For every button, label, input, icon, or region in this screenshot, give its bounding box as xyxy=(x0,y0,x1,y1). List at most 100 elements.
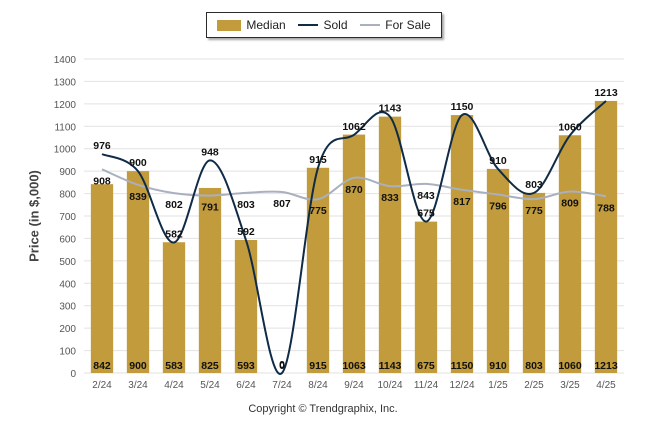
y-axis-ticks: 0 100 200 300 400 500 600 700 800 900 1000 1100 1200… xyxy=(54,55,77,380)
sold-data-label: 592 xyxy=(237,226,255,238)
copyright: Copyright © Trendgraphix, Inc. xyxy=(248,403,398,415)
y-tick-label: 300 xyxy=(59,302,76,313)
sold-line xyxy=(101,100,607,375)
median-data-label: 0 xyxy=(279,360,285,372)
sold-data-label: 948 xyxy=(201,146,219,158)
sold-data-label: 1143 xyxy=(379,103,402,115)
median-data-label: 803 xyxy=(525,360,543,372)
y-tick-label: 0 xyxy=(70,369,76,380)
for-sale-data-label: 803 xyxy=(237,199,255,211)
y-tick-label: 1300 xyxy=(54,77,77,88)
x-tick-label: 4/24 xyxy=(164,380,184,391)
y-tick-label: 500 xyxy=(59,257,76,268)
x-tick-label: 7/24 xyxy=(272,380,292,391)
median-swatch xyxy=(217,19,242,31)
for-sale-data-label: 791 xyxy=(201,202,219,214)
median-bar xyxy=(594,100,618,373)
for-sale-data-label: 775 xyxy=(309,205,327,217)
median-data-label: 583 xyxy=(165,360,183,372)
x-tick-label: 2/24 xyxy=(92,380,112,391)
y-tick-label: 200 xyxy=(59,324,76,335)
y-tick-label: 700 xyxy=(59,212,76,223)
median-data-label: 825 xyxy=(201,360,219,372)
x-tick-label: 9/24 xyxy=(344,380,364,391)
for-sale-data-label: 809 xyxy=(561,198,579,210)
y-tick-label: 100 xyxy=(59,347,76,358)
x-tick-label: 4/25 xyxy=(596,380,616,391)
median-data-label: 593 xyxy=(237,360,255,372)
x-tick-label: 11/24 xyxy=(414,380,439,391)
legend-label-median: Median xyxy=(246,18,286,32)
median-data-label: 1060 xyxy=(558,360,582,372)
for-sale-data-label: 908 xyxy=(93,175,111,187)
median-bar xyxy=(450,115,474,374)
median-bar xyxy=(522,192,546,373)
median-data-label: 915 xyxy=(309,360,327,372)
median-bar xyxy=(342,134,366,373)
sold-data-label: 915 xyxy=(309,154,327,166)
legend-item-sold[interactable]: Sold xyxy=(298,18,348,32)
sold-data-label: 1062 xyxy=(342,121,366,133)
y-axis-title: Price (in $,000) xyxy=(26,170,42,262)
for-sale-data-label: 843 xyxy=(417,190,435,202)
y-tick-label: 600 xyxy=(59,234,76,245)
x-tick-label: 1/25 xyxy=(488,380,508,391)
sold-data-label: 1060 xyxy=(558,121,582,133)
for-sale-data-label: 796 xyxy=(489,200,507,212)
x-tick-label: 5/24 xyxy=(200,380,220,391)
legend: Median Sold For Sale xyxy=(206,12,442,38)
median-bar xyxy=(90,184,114,373)
median-data-label: 1143 xyxy=(379,360,402,372)
x-tick-label: 12/24 xyxy=(449,380,474,391)
x-tick-label: 3/24 xyxy=(128,380,148,391)
median-data-label: 1213 xyxy=(594,360,618,372)
legend-label-for-sale: For Sale xyxy=(385,18,431,32)
sold-data-label: 910 xyxy=(489,155,507,167)
legend-item-for-sale[interactable]: For Sale xyxy=(360,18,431,32)
for-sale-data-label: 788 xyxy=(597,202,615,214)
for-sale-data-label: 870 xyxy=(345,184,363,196)
legend-label-sold: Sold xyxy=(323,18,348,32)
median-bar xyxy=(234,239,258,373)
sold-data-label: 976 xyxy=(93,140,111,152)
for-sale-data-label: 839 xyxy=(129,191,147,203)
sold-data-label: 675 xyxy=(417,208,435,220)
sold-data-label: 0 xyxy=(279,359,285,371)
median-bar xyxy=(198,187,222,373)
legend-item-median[interactable]: Median xyxy=(217,18,286,32)
for-sale-data-label: 817 xyxy=(453,196,471,208)
sold-data-label: 582 xyxy=(165,228,183,240)
for-sale-line xyxy=(101,168,607,201)
for-sale-data-label: 833 xyxy=(381,192,399,204)
data-labels: 976 900 582 948 592 0 915 1062 1143 675 1150 910 803… xyxy=(93,87,618,372)
for-sale-data-label: 802 xyxy=(165,199,183,211)
median-data-label: 1063 xyxy=(342,360,366,372)
for-sale-data-label: 807 xyxy=(273,198,291,210)
median-data-label: 910 xyxy=(489,360,507,372)
median-bars xyxy=(90,100,618,374)
x-tick-label: 6/24 xyxy=(236,380,256,391)
median-bar xyxy=(306,167,330,373)
y-tick-label: 400 xyxy=(59,279,76,290)
x-axis-ticks: 2/24 3/24 4/24 5/24 6/24 7/24 8/24 9/24 10/24 11/… xyxy=(92,380,616,391)
y-tick-label: 1400 xyxy=(54,55,77,66)
y-tick-label: 1000 xyxy=(54,145,77,156)
median-bar xyxy=(558,135,582,373)
sold-data-label: 803 xyxy=(525,179,543,191)
x-tick-label: 2/25 xyxy=(524,380,544,391)
sold-data-label: 1213 xyxy=(594,87,618,99)
sold-data-label: 1150 xyxy=(451,101,474,113)
x-tick-label: 8/24 xyxy=(308,380,328,391)
for-sale-data-label: 775 xyxy=(525,205,543,217)
x-tick-label: 3/25 xyxy=(560,380,580,391)
median-bar xyxy=(126,171,150,373)
y-tick-label: 1100 xyxy=(54,122,76,133)
sold-data-label: 900 xyxy=(129,157,147,169)
median-data-label: 900 xyxy=(129,360,147,372)
median-bar xyxy=(162,242,186,373)
x-tick-label: 10/24 xyxy=(377,380,402,391)
median-bar xyxy=(378,116,402,374)
y-tick-label: 900 xyxy=(59,167,76,178)
y-tick-label: 1200 xyxy=(54,100,77,111)
